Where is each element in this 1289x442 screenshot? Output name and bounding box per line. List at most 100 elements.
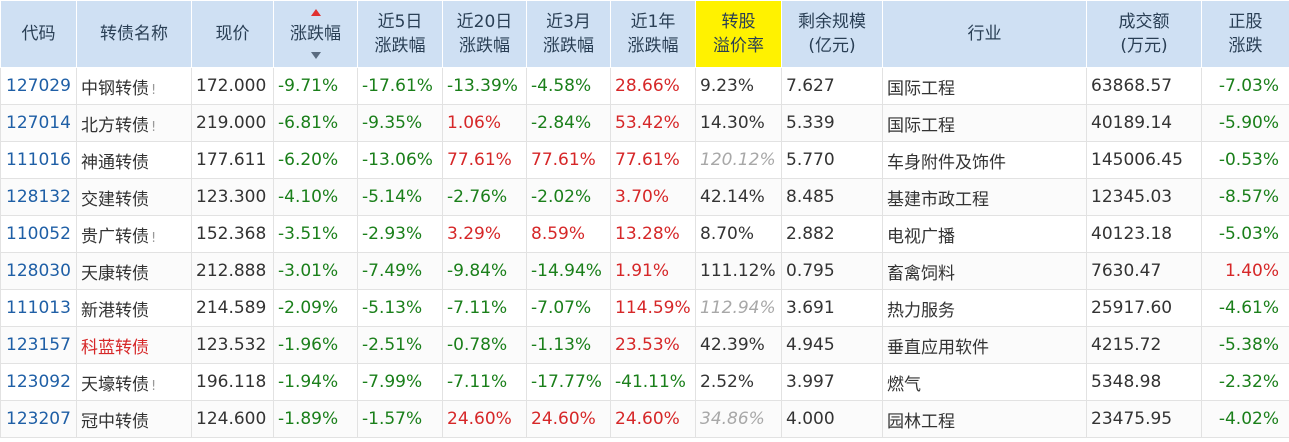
code-cell[interactable]: 123157 xyxy=(0,326,77,364)
change-cell: -1.89% xyxy=(273,400,358,438)
name-cell[interactable]: 冠中转债 xyxy=(76,400,192,438)
name-cell[interactable]: 中钢转债! xyxy=(76,67,192,105)
column-header-stock-change[interactable]: 正股 涨跌 xyxy=(1201,0,1289,68)
price-cell: 124.600 xyxy=(191,400,274,438)
name-cell[interactable]: 北方转债! xyxy=(76,104,192,142)
column-header-change[interactable]: 涨跌幅 xyxy=(273,0,358,68)
column-header-change-20d[interactable]: 近20日 涨跌幅 xyxy=(442,0,527,68)
change-3m-cell: -17.77% xyxy=(526,363,611,401)
column-header-label: 近5日 xyxy=(377,12,423,32)
name-cell[interactable]: 交建转债 xyxy=(76,178,192,216)
stock-change-cell: -8.57% xyxy=(1201,178,1289,216)
code-cell[interactable]: 111016 xyxy=(0,141,77,179)
industry-cell: 国际工程 xyxy=(882,67,1087,105)
price-cell: 123.300 xyxy=(191,178,274,216)
change-20d-cell: 77.61% xyxy=(442,141,527,179)
change-3m-cell: 77.61% xyxy=(526,141,611,179)
remaining-scale-cell: 3.997 xyxy=(781,363,883,401)
change-1y-cell: 1.91% xyxy=(610,252,696,290)
change-20d-cell: -0.78% xyxy=(442,326,527,364)
table-row[interactable]: 123092 天壕转债! 196.118 -1.94% -7.99% -7.11% -17.… xyxy=(0,363,1289,401)
change-20d-cell: -7.11% xyxy=(442,363,527,401)
bond-name-text: 神通转债 xyxy=(81,152,149,173)
change-1y-cell: 28.66% xyxy=(610,67,696,105)
remaining-scale-cell: 5.339 xyxy=(781,104,883,142)
conversion-premium-cell: 2.52% xyxy=(695,363,782,401)
bond-name-text: 冠中转债 xyxy=(81,411,149,432)
change-5d-cell: -17.61% xyxy=(357,67,443,105)
change-cell: -1.96% xyxy=(273,326,358,364)
column-header-label: 近20日 xyxy=(456,12,513,32)
table-row[interactable]: 111016 神通转债 177.611 -6.20% -13.06% 77.61% 77.6… xyxy=(0,141,1289,179)
table-row[interactable]: 127029 中钢转债! 172.000 -9.71% -17.61% -13.39% -4… xyxy=(0,67,1289,105)
column-header-industry[interactable]: 行业 xyxy=(882,0,1087,68)
code-cell[interactable]: 128030 xyxy=(0,252,77,290)
bond-name-text: 贵广转债 xyxy=(81,226,149,247)
conversion-premium-cell: 112.94% xyxy=(695,289,782,327)
industry-cell: 车身附件及饰件 xyxy=(882,141,1087,179)
stock-change-cell: -0.53% xyxy=(1201,141,1289,179)
remaining-scale-cell: 4.000 xyxy=(781,400,883,438)
table-row[interactable]: 110052 贵广转债! 152.368 -3.51% -2.93% 3.29% 8.59%… xyxy=(0,215,1289,253)
column-header-label: 转债名称 xyxy=(100,24,168,44)
column-header-label: 近1年 xyxy=(630,12,676,32)
warning-flag-icon: ! xyxy=(151,230,157,246)
column-header-name[interactable]: 转债名称 xyxy=(76,0,192,68)
change-5d-cell: -2.51% xyxy=(357,326,443,364)
column-header-change-1y[interactable]: 近1年涨跌幅 xyxy=(610,0,696,68)
table-row[interactable]: 127014 北方转债! 219.000 -6.81% -9.35% 1.06% -2.84… xyxy=(0,104,1289,142)
column-header-label: 涨跌幅 xyxy=(290,24,341,44)
conversion-premium-cell: 9.23% xyxy=(695,67,782,105)
name-cell[interactable]: 天壕转债! xyxy=(76,363,192,401)
column-header-remaining-scale[interactable]: 剩余规模 (亿元) xyxy=(781,0,883,68)
change-1y-cell: 77.61% xyxy=(610,141,696,179)
column-header-change-3m[interactable]: 近3月 涨跌幅 xyxy=(526,0,611,68)
code-cell[interactable]: 123207 xyxy=(0,400,77,438)
bond-name-text: 新港转债 xyxy=(81,300,149,321)
name-cell[interactable]: 科蓝转债 xyxy=(76,326,192,364)
column-header-conversion-premium[interactable]: 转股 溢价率 xyxy=(695,0,782,68)
stock-change-cell: -4.61% xyxy=(1201,289,1289,327)
column-header-price[interactable]: 现价 xyxy=(191,0,274,68)
name-cell[interactable]: 贵广转债! xyxy=(76,215,192,253)
name-cell[interactable]: 神通转债 xyxy=(76,141,192,179)
table-row[interactable]: 128132 交建转债 123.300 -4.10% -5.14% -2.76% -2.02… xyxy=(0,178,1289,216)
table-row[interactable]: 111013 新港转债 214.589 -2.09% -5.13% -7.11% -7.07… xyxy=(0,289,1289,327)
name-cell[interactable]: 天康转债 xyxy=(76,252,192,290)
price-cell: 123.532 xyxy=(191,326,274,364)
remaining-scale-cell: 4.945 xyxy=(781,326,883,364)
change-5d-cell: -5.13% xyxy=(357,289,443,327)
column-header-sublabel: 涨跌幅 xyxy=(627,36,679,56)
column-header-turnover[interactable]: 成交额 (万元) xyxy=(1086,0,1202,68)
stock-change-cell: -2.32% xyxy=(1201,363,1289,401)
industry-cell: 热力服务 xyxy=(882,289,1087,327)
column-header-change-5d[interactable]: 近5日 涨跌幅 xyxy=(357,0,443,68)
column-header-label: 代码 xyxy=(21,24,56,44)
code-cell[interactable]: 127029 xyxy=(0,67,77,105)
stock-change-cell: -5.38% xyxy=(1201,326,1289,364)
column-header-sublabel: (万元) xyxy=(1120,36,1168,56)
table-row[interactable]: 123207 冠中转债 124.600 -1.89% -1.57% 24.60% 24.60… xyxy=(0,400,1289,438)
code-cell[interactable]: 110052 xyxy=(0,215,77,253)
code-cell[interactable]: 111013 xyxy=(0,289,77,327)
table-row[interactable]: 123157 科蓝转债 123.532 -1.96% -2.51% -0.78% -1.13… xyxy=(0,326,1289,364)
price-cell: 172.000 xyxy=(191,67,274,105)
stock-change-cell: 1.40% xyxy=(1201,252,1289,290)
change-20d-cell: -13.39% xyxy=(442,67,527,105)
change-cell: -3.51% xyxy=(273,215,358,253)
change-5d-cell: -2.93% xyxy=(357,215,443,253)
price-cell: 177.611 xyxy=(191,141,274,179)
code-cell[interactable]: 128132 xyxy=(0,178,77,216)
sort-down-arrow-icon[interactable] xyxy=(310,52,321,59)
column-header-code[interactable]: 代码 xyxy=(0,0,77,68)
stock-change-cell: -5.03% xyxy=(1201,215,1289,253)
change-cell: -3.01% xyxy=(273,252,358,290)
table-row[interactable]: 128030 天康转债 212.888 -3.01% -7.49% -9.84% -14.9… xyxy=(0,252,1289,290)
sort-up-arrow-icon[interactable] xyxy=(310,9,321,16)
table-body: 127029 中钢转债! 172.000 -9.71% -17.61% -13.39% -4… xyxy=(0,67,1289,438)
price-cell: 152.368 xyxy=(191,215,274,253)
code-cell[interactable]: 123092 xyxy=(0,363,77,401)
change-20d-cell: -2.76% xyxy=(442,178,527,216)
code-cell[interactable]: 127014 xyxy=(0,104,77,142)
name-cell[interactable]: 新港转债 xyxy=(76,289,192,327)
